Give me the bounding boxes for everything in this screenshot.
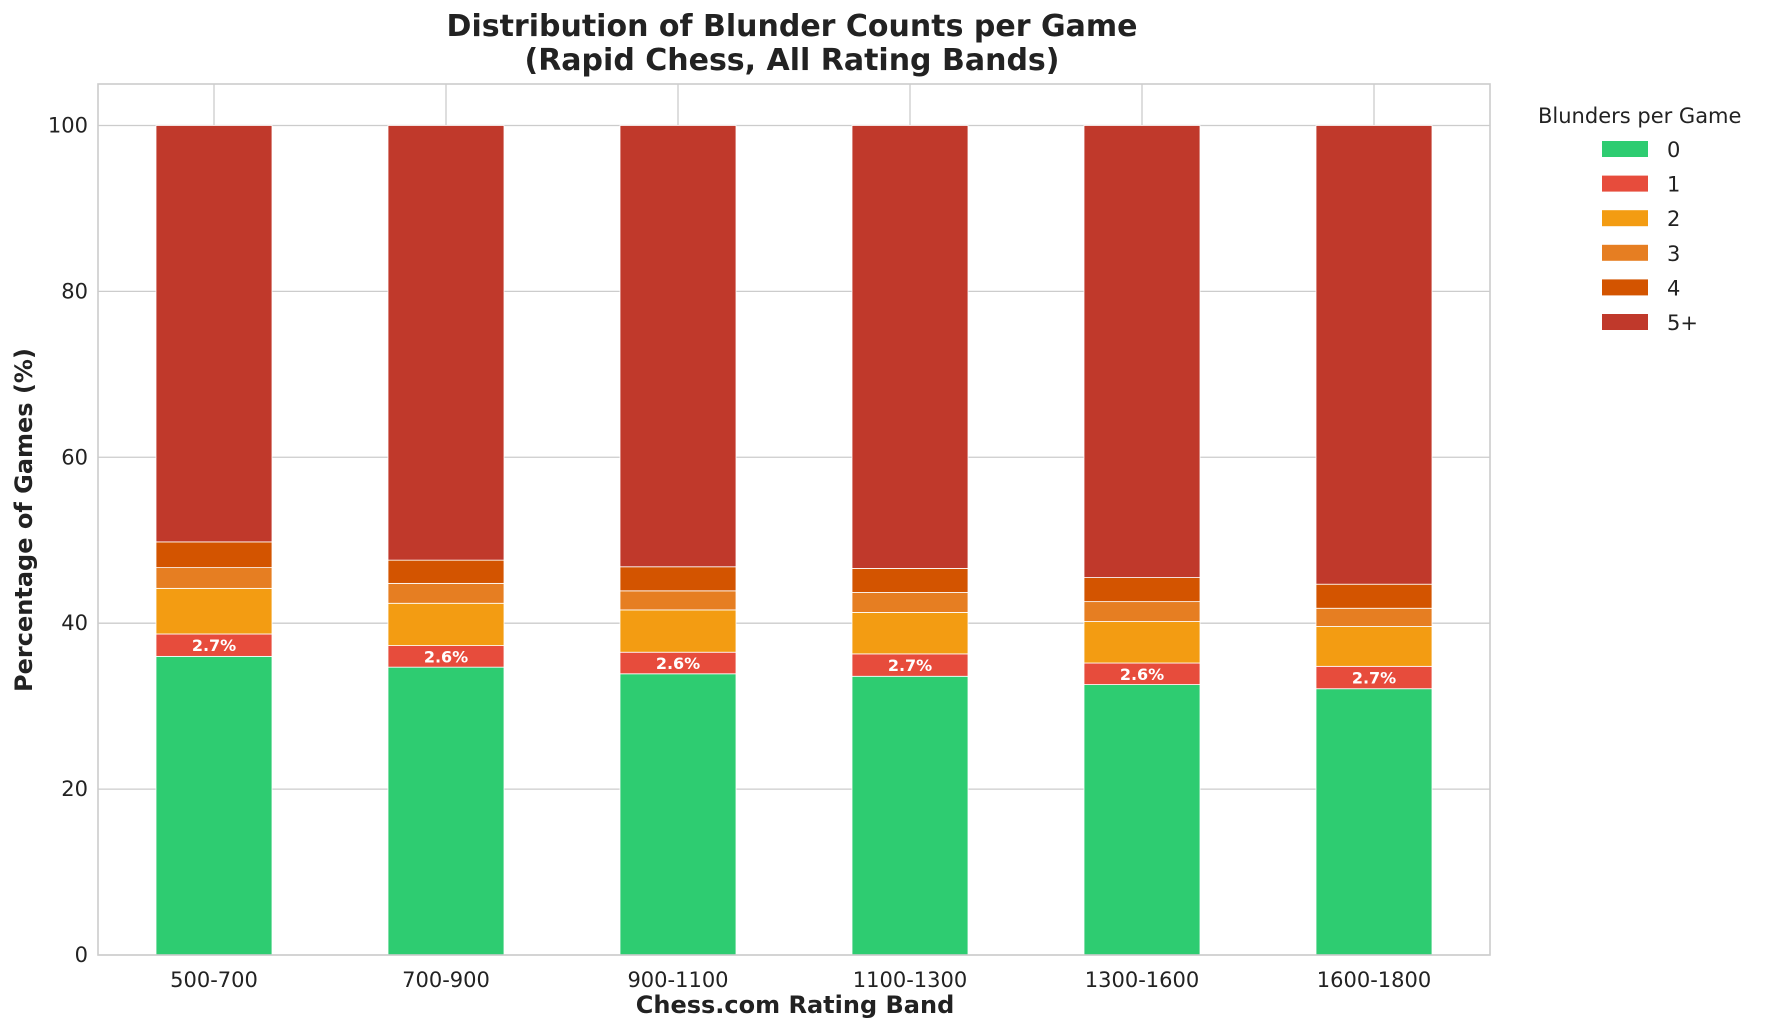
legend-swatch-0 xyxy=(1602,141,1648,157)
chart-title: Distribution of Blunder Counts per Game xyxy=(447,9,1138,44)
x-tick-label: 1300-1600 xyxy=(1085,968,1199,992)
y-tick-label: 40 xyxy=(61,611,88,635)
legend-label-0: 0 xyxy=(1667,138,1680,162)
bar-segment-3 xyxy=(1083,601,1201,622)
bar-segment-4 xyxy=(851,568,969,593)
bar-segment-3 xyxy=(619,590,737,611)
y-tick-label: 80 xyxy=(61,279,88,303)
legend-swatch-4 xyxy=(1602,279,1648,296)
bar-segment-2 xyxy=(1315,626,1433,667)
y-tick-label: 60 xyxy=(61,445,88,469)
legend-swatch-5-plus xyxy=(1602,314,1648,330)
x-tick-label: 700-900 xyxy=(402,968,490,992)
bar-segment-2 xyxy=(155,587,273,635)
bar-segment-0 xyxy=(387,666,505,956)
y-tick-label: 100 xyxy=(48,113,88,137)
x-tick-label: 500-700 xyxy=(170,968,258,992)
data-label: 2.7% xyxy=(192,636,236,655)
bar-segment-2 xyxy=(851,612,969,655)
bar-segment-4 xyxy=(1315,583,1433,609)
y-tick-label: 0 xyxy=(75,943,88,967)
legend-swatch-1 xyxy=(1602,175,1648,192)
legend-label-1: 1 xyxy=(1667,173,1680,197)
plot-area: 2.7% 2.6% 2.6% 2.7% 2.6% 2.7% 0 20 40 60 80 100 500-… xyxy=(48,83,1491,992)
data-label: 2.7% xyxy=(888,656,932,675)
y-axis-label: Percentage of Games (%) xyxy=(10,348,38,692)
plot-frame xyxy=(97,83,1491,956)
bar-segment-0 xyxy=(155,655,273,956)
legend-label-3: 3 xyxy=(1667,242,1680,266)
plot-background xyxy=(98,84,1490,955)
bar-segment-0 xyxy=(619,673,737,956)
x-tick-label: 900-1100 xyxy=(627,968,728,992)
data-label: 2.6% xyxy=(1120,665,1164,684)
x-tick-label: 1600-1800 xyxy=(1317,968,1431,992)
bar-segment-4 xyxy=(387,559,505,584)
legend-title: Blunders per Game xyxy=(1538,104,1741,128)
legend-label-4: 4 xyxy=(1667,276,1680,300)
bar-segment-0 xyxy=(1083,684,1201,956)
x-axis-label: Chess.com Rating Band xyxy=(636,991,955,1019)
legend-label-2: 2 xyxy=(1667,207,1680,231)
bar-segment-4 xyxy=(1083,577,1201,603)
data-label: 2.7% xyxy=(1352,669,1396,688)
bar-segment-2 xyxy=(619,609,737,653)
legend-swatch-2 xyxy=(1602,210,1648,227)
legend-swatch-3 xyxy=(1602,244,1648,261)
bar-segment-3 xyxy=(387,582,505,604)
bar-segment-5-plus xyxy=(155,125,273,543)
bar-segment-3 xyxy=(851,592,969,613)
bar-segment-3 xyxy=(155,567,273,589)
bar-segment-3 xyxy=(1315,607,1433,627)
bar-segment-5-plus xyxy=(1315,125,1433,585)
legend: Blunders per Game 0 1 2 3 4 5+ xyxy=(1538,104,1741,335)
bar-segment-4 xyxy=(155,541,273,569)
y-tick-label: 20 xyxy=(61,777,88,801)
bar-segment-5-plus xyxy=(387,125,505,561)
chart-subtitle: (Rapid Chess, All Rating Bands) xyxy=(525,43,1060,78)
x-tick-label: 1100-1300 xyxy=(853,968,967,992)
legend-label-5-plus: 5+ xyxy=(1667,311,1698,335)
bar-segment-0 xyxy=(1315,688,1433,956)
data-label: 2.6% xyxy=(424,647,468,666)
bar-segment-5-plus xyxy=(619,125,737,568)
bar-segment-5-plus xyxy=(1083,125,1201,578)
bar-segment-2 xyxy=(387,602,505,646)
bar-segment-4 xyxy=(619,566,737,592)
bar-segment-5-plus xyxy=(851,125,969,569)
bar-segment-2 xyxy=(1083,621,1201,664)
data-label: 2.6% xyxy=(656,654,700,673)
bar-segment-0 xyxy=(851,675,969,956)
